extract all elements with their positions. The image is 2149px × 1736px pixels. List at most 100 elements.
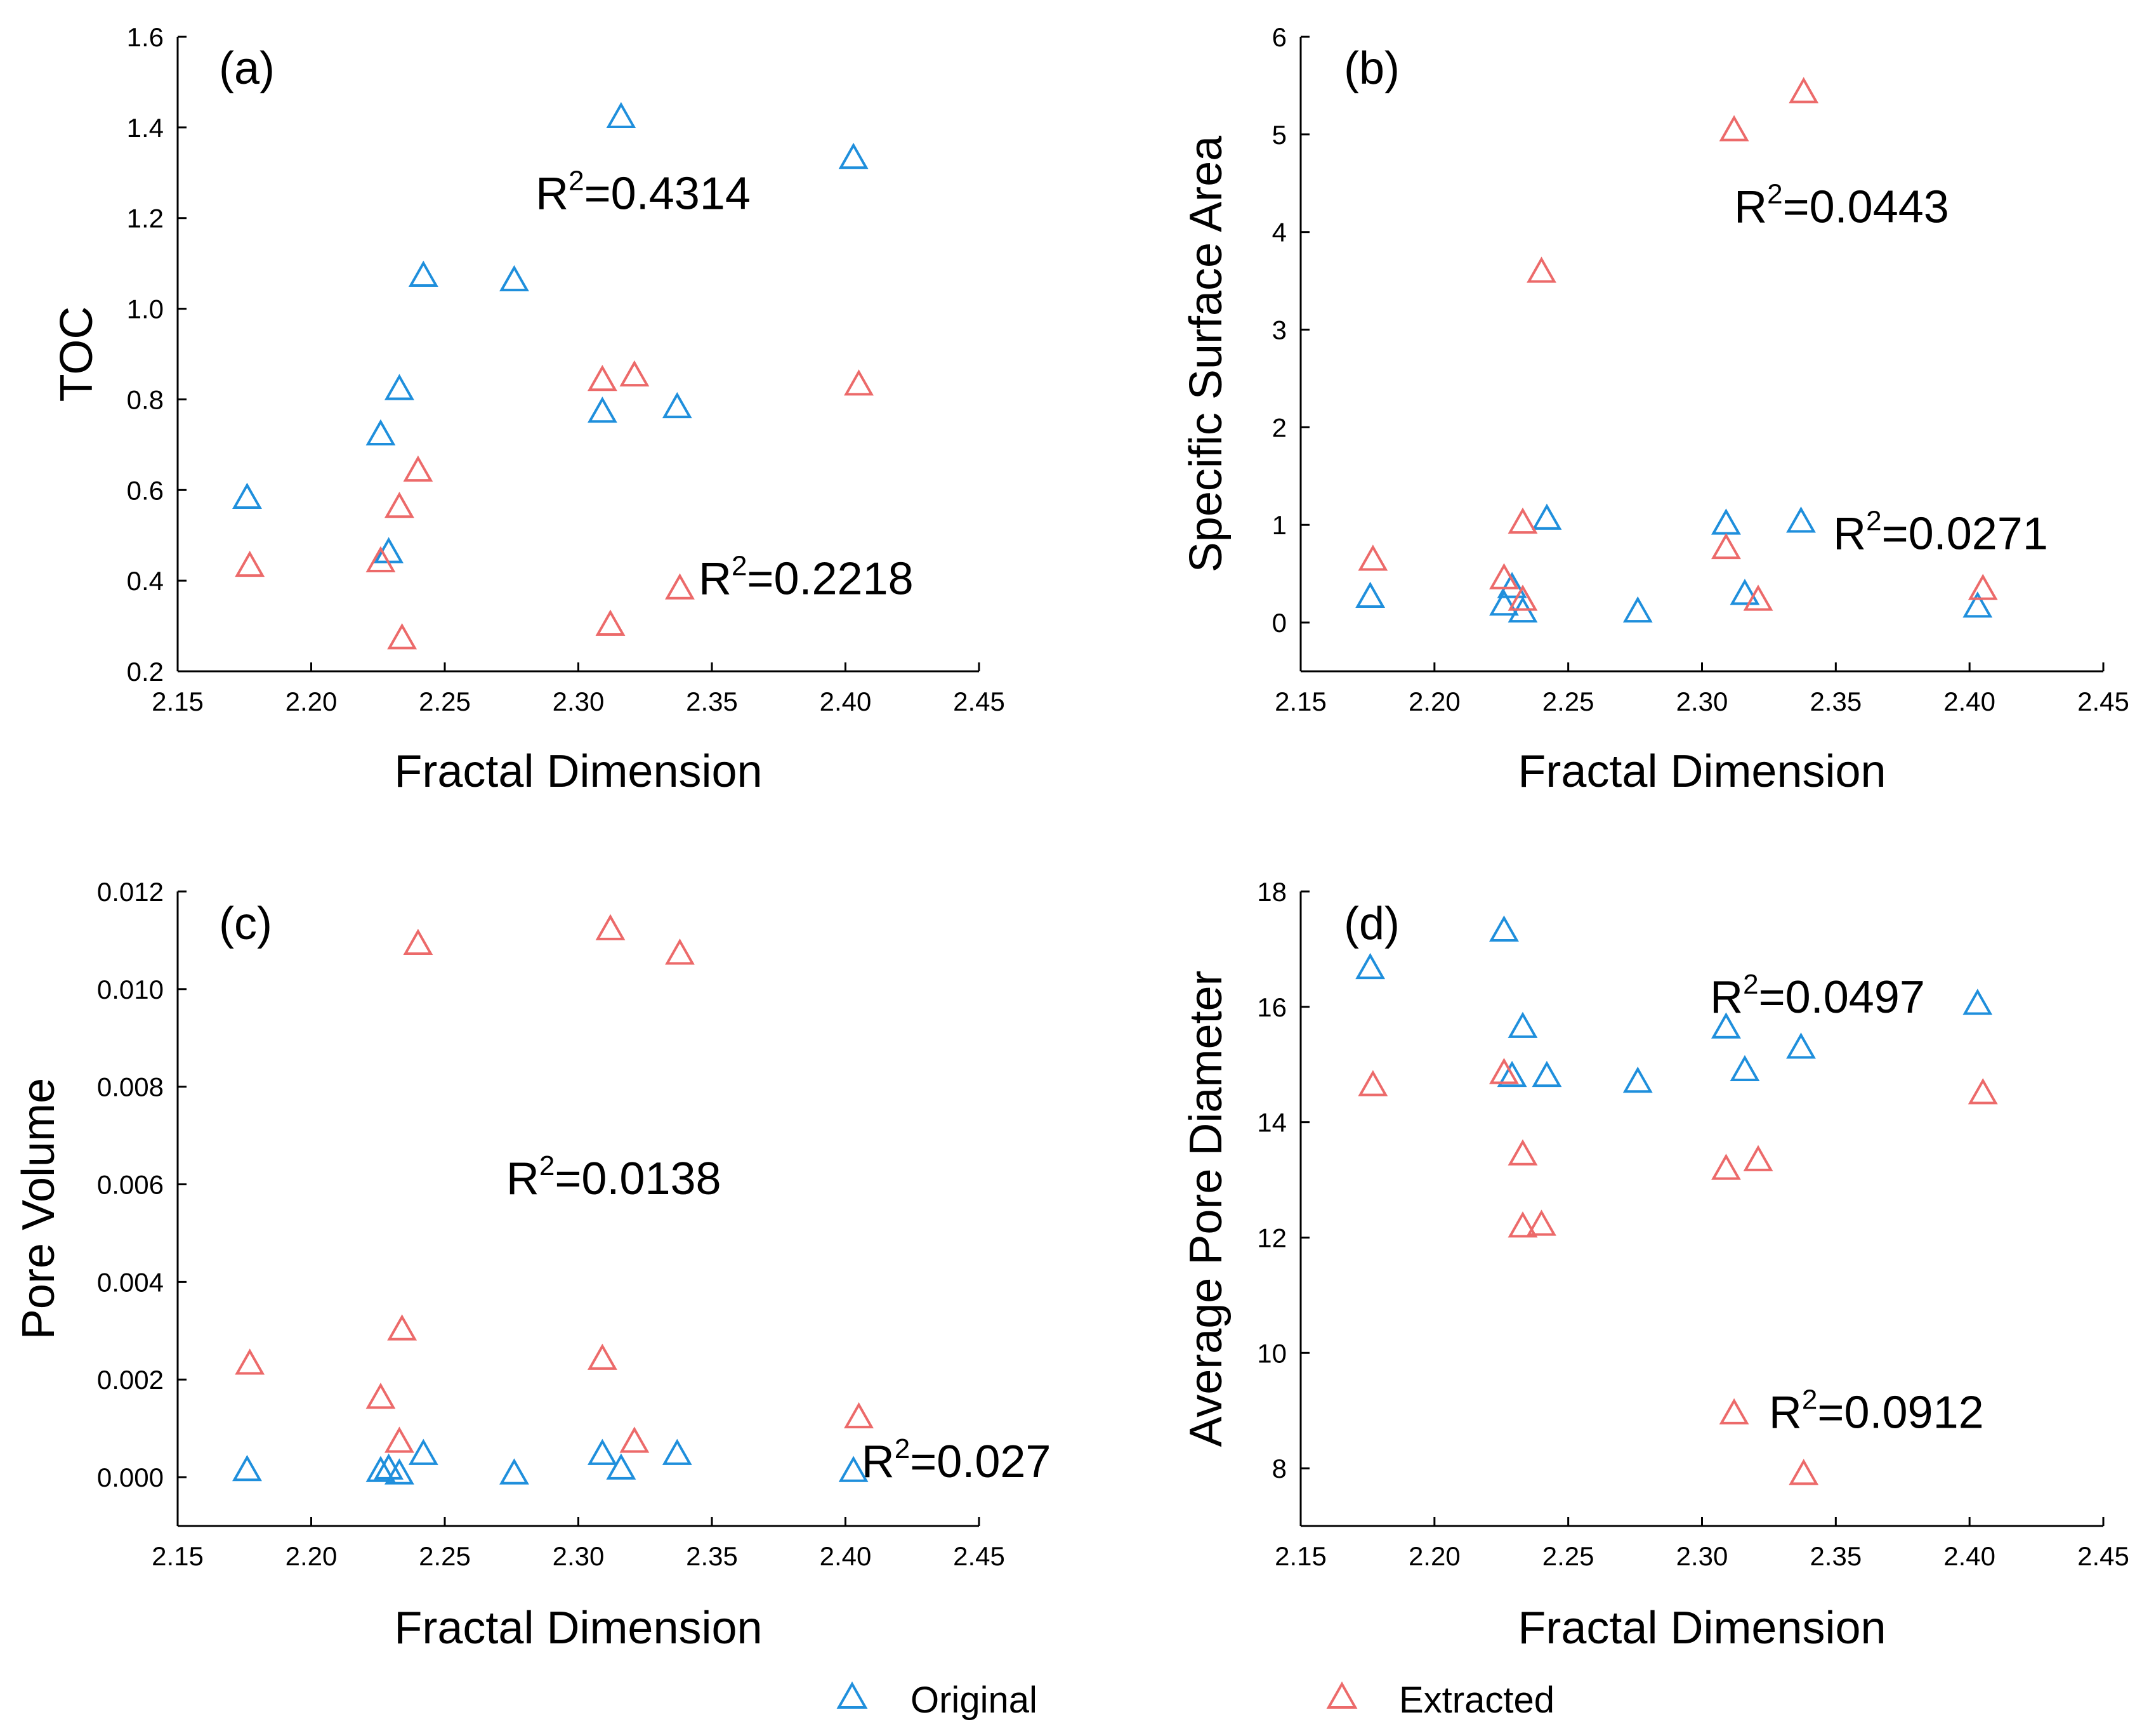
data-point-extracted xyxy=(1508,1139,1538,1166)
x-axis-title: Fractal Dimension xyxy=(1518,1603,1886,1654)
y-tick-label: 4 xyxy=(1272,218,1287,247)
panel-label: (a) xyxy=(219,43,275,94)
data-point-original xyxy=(1786,1032,1816,1059)
x-tick-label: 2.35 xyxy=(1810,1541,1862,1571)
data-point-extracted xyxy=(387,623,417,650)
data-point-original xyxy=(1622,596,1653,623)
legend-marker-original xyxy=(836,1681,868,1709)
y-tick-label: 1.0 xyxy=(127,294,164,324)
x-tick-label: 2.45 xyxy=(953,687,1005,716)
x-axis-title: Fractal Dimension xyxy=(1518,746,1886,797)
y-tick-label: 3 xyxy=(1272,315,1287,345)
data-point-extracted xyxy=(235,550,265,577)
data-point-extracted xyxy=(1508,584,1538,611)
data-point-original xyxy=(606,102,636,128)
y-tick-label: 0.2 xyxy=(127,657,164,687)
series-original xyxy=(232,1438,869,1485)
x-tick-label: 2.25 xyxy=(419,1541,471,1571)
data-point-extracted xyxy=(1789,1459,1819,1485)
data-point-original xyxy=(606,1453,636,1480)
r-squared-annotation: R2=0.027 xyxy=(862,1433,1051,1487)
series-extracted xyxy=(235,360,874,650)
data-point-original xyxy=(232,1454,262,1482)
data-point-extracted xyxy=(365,546,396,572)
r-squared-annotation: R2=0.0443 xyxy=(1734,178,1949,232)
data-point-original xyxy=(384,374,414,400)
data-point-extracted xyxy=(1508,1211,1538,1238)
data-point-original xyxy=(587,396,617,423)
x-tick-label: 2.35 xyxy=(686,1541,738,1571)
data-point-original xyxy=(838,1456,869,1482)
x-tick-label: 2.15 xyxy=(152,1541,204,1571)
y-tick-label: 8 xyxy=(1272,1454,1287,1483)
data-point-extracted xyxy=(1743,584,1773,611)
chart-panel-a: 2.15 2.20 2.25 2.30 2.35 2.40 2.45 0.2 0.4 0.6 0.8… xyxy=(51,22,1005,797)
series-original xyxy=(1355,915,1993,1093)
data-point-original xyxy=(662,1438,692,1465)
data-point-original xyxy=(1355,581,1386,608)
y-tick-label: 0 xyxy=(1272,608,1287,638)
data-point-original xyxy=(499,265,529,292)
data-point-extracted xyxy=(403,928,433,955)
data-point-extracted xyxy=(619,360,650,387)
x-tick-label: 2.25 xyxy=(1542,1541,1594,1571)
x-tick-label: 2.45 xyxy=(2077,1541,2129,1571)
x-tick-label: 2.40 xyxy=(820,687,872,716)
x-tick-label: 2.25 xyxy=(419,687,471,716)
data-point-extracted xyxy=(1711,532,1741,560)
x-tick-label: 2.30 xyxy=(553,687,605,716)
y-tick-label: 1.4 xyxy=(127,113,164,143)
y-axis-title: TOC xyxy=(51,306,102,402)
legend-marker-extracted xyxy=(1326,1681,1358,1709)
x-axis-title: Fractal Dimension xyxy=(394,1603,762,1654)
data-point-extracted xyxy=(1489,1058,1519,1084)
data-point-extracted xyxy=(403,455,433,482)
y-tick-label: 0.000 xyxy=(97,1463,164,1492)
x-axis-title: Fractal Dimension xyxy=(394,746,762,797)
x-tick-label: 2.30 xyxy=(553,1541,605,1571)
data-point-original xyxy=(1355,952,1386,980)
r-squared-annotation: R2=0.0497 xyxy=(1710,969,1925,1023)
x-tick-label: 2.15 xyxy=(1275,687,1327,716)
y-tick-label: 12 xyxy=(1257,1223,1287,1253)
x-tick-label: 2.15 xyxy=(152,687,204,716)
r-squared-annotation: R2=0.2218 xyxy=(699,551,914,605)
series-extracted xyxy=(1358,77,1998,611)
r-squared-annotation: R2=0.0271 xyxy=(1833,506,2048,560)
data-point-extracted xyxy=(587,364,617,391)
data-point-original xyxy=(1786,506,1816,533)
data-point-original xyxy=(1711,1012,1741,1039)
panel-label: (b) xyxy=(1344,43,1400,94)
data-point-original xyxy=(499,1458,529,1485)
data-point-extracted xyxy=(1719,115,1749,141)
data-point-extracted xyxy=(235,1348,265,1375)
y-axis-title: Specific Surface Area xyxy=(1181,135,1232,572)
x-tick-label: 2.40 xyxy=(1943,687,1995,716)
data-point-original xyxy=(1962,591,1993,618)
data-point-extracted xyxy=(1719,1398,1749,1424)
data-point-extracted xyxy=(587,1343,617,1370)
data-point-original xyxy=(1962,989,1993,1015)
data-point-extracted xyxy=(844,369,874,396)
y-tick-label: 2 xyxy=(1272,412,1287,442)
data-point-extracted xyxy=(595,914,626,940)
y-tick-label: 0.004 xyxy=(97,1267,164,1297)
y-tick-label: 6 xyxy=(1272,22,1287,52)
x-tick-label: 2.45 xyxy=(953,1541,1005,1571)
data-point-extracted xyxy=(595,609,626,636)
data-point-original xyxy=(365,419,396,445)
data-point-original xyxy=(1489,589,1519,616)
data-point-extracted xyxy=(1527,256,1556,283)
x-tick-label: 2.20 xyxy=(1409,1541,1461,1571)
legend-label-extracted: Extracted xyxy=(1399,1680,1554,1721)
data-point-original xyxy=(838,142,869,169)
data-point-original xyxy=(232,482,262,509)
y-tick-label: 0.008 xyxy=(97,1072,164,1102)
data-point-extracted xyxy=(365,1383,396,1409)
data-point-extracted xyxy=(1968,1078,1998,1105)
data-point-original xyxy=(1489,915,1519,942)
data-point-extracted xyxy=(1968,574,1998,600)
x-tick-label: 2.35 xyxy=(1810,687,1862,716)
data-point-original xyxy=(587,1438,617,1465)
